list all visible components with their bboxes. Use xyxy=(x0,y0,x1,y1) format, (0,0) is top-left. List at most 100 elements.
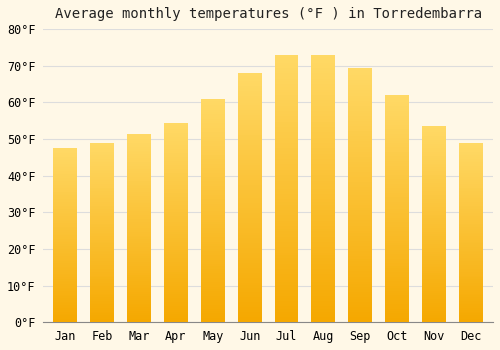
Bar xyxy=(274,194,298,197)
Bar xyxy=(238,255,262,258)
Bar xyxy=(385,181,409,184)
Bar xyxy=(385,302,409,304)
Bar xyxy=(459,229,483,231)
Bar xyxy=(53,230,77,232)
Bar xyxy=(385,170,409,172)
Bar xyxy=(274,269,298,272)
Bar xyxy=(312,181,336,183)
Bar xyxy=(385,156,409,159)
Bar xyxy=(201,278,224,280)
Bar xyxy=(348,73,372,75)
Bar xyxy=(274,55,298,57)
Bar xyxy=(348,147,372,149)
Bar xyxy=(201,217,224,219)
Bar xyxy=(385,268,409,270)
Bar xyxy=(53,258,77,260)
Bar xyxy=(422,222,446,224)
Bar xyxy=(385,218,409,220)
Bar xyxy=(53,211,77,213)
Bar xyxy=(312,55,336,57)
Bar xyxy=(385,150,409,152)
Bar xyxy=(459,173,483,175)
Bar xyxy=(127,187,151,188)
Bar xyxy=(164,313,188,314)
Bar xyxy=(164,167,188,169)
Bar xyxy=(201,105,224,108)
Bar xyxy=(127,141,151,143)
Bar xyxy=(459,155,483,157)
Bar xyxy=(312,154,336,156)
Bar xyxy=(53,197,77,199)
Bar xyxy=(90,247,114,249)
Bar xyxy=(90,168,114,170)
Bar xyxy=(53,218,77,220)
Bar xyxy=(459,303,483,304)
Bar xyxy=(53,201,77,202)
Bar xyxy=(348,231,372,233)
Bar xyxy=(238,128,262,131)
Bar xyxy=(164,169,188,170)
Bar xyxy=(127,183,151,184)
Bar xyxy=(422,166,446,167)
Bar xyxy=(422,126,446,128)
Bar xyxy=(385,254,409,257)
Bar xyxy=(348,302,372,304)
Bar xyxy=(90,150,114,152)
Bar xyxy=(385,261,409,263)
Bar xyxy=(53,298,77,300)
Bar xyxy=(385,138,409,141)
Bar xyxy=(238,313,262,315)
Bar xyxy=(164,141,188,142)
Bar xyxy=(90,312,114,314)
Bar xyxy=(53,319,77,321)
Bar xyxy=(201,123,224,126)
Bar xyxy=(459,251,483,252)
Bar xyxy=(422,256,446,258)
Bar xyxy=(53,220,77,222)
Bar xyxy=(312,173,336,175)
Bar xyxy=(53,157,77,159)
Bar xyxy=(238,100,262,103)
Bar xyxy=(90,181,114,182)
Bar xyxy=(90,224,114,225)
Bar xyxy=(90,314,114,315)
Bar xyxy=(53,194,77,195)
Bar xyxy=(422,271,446,273)
Bar xyxy=(164,280,188,282)
Bar xyxy=(164,279,188,280)
Bar xyxy=(274,173,298,175)
Bar xyxy=(385,243,409,245)
Bar xyxy=(312,264,336,266)
Bar xyxy=(459,288,483,290)
Bar xyxy=(238,250,262,253)
Bar xyxy=(312,290,336,293)
Bar xyxy=(90,166,114,168)
Bar xyxy=(238,188,262,190)
Bar xyxy=(164,274,188,277)
Bar xyxy=(127,205,151,207)
Bar xyxy=(459,294,483,295)
Bar xyxy=(459,267,483,268)
Bar xyxy=(422,301,446,303)
Bar xyxy=(348,193,372,195)
Bar xyxy=(348,320,372,322)
Bar xyxy=(53,174,77,176)
Bar xyxy=(201,148,224,150)
Bar xyxy=(274,191,298,194)
Bar xyxy=(238,247,262,250)
Bar xyxy=(90,321,114,322)
Bar xyxy=(238,307,262,310)
Bar xyxy=(238,80,262,83)
Bar xyxy=(90,162,114,164)
Bar xyxy=(90,245,114,247)
Bar xyxy=(164,193,188,195)
Bar xyxy=(90,213,114,215)
Bar xyxy=(90,172,114,173)
Bar xyxy=(238,158,262,160)
Bar xyxy=(238,105,262,108)
Bar xyxy=(348,289,372,292)
Bar xyxy=(459,317,483,319)
Bar xyxy=(90,161,114,162)
Bar xyxy=(459,157,483,159)
Bar xyxy=(238,138,262,140)
